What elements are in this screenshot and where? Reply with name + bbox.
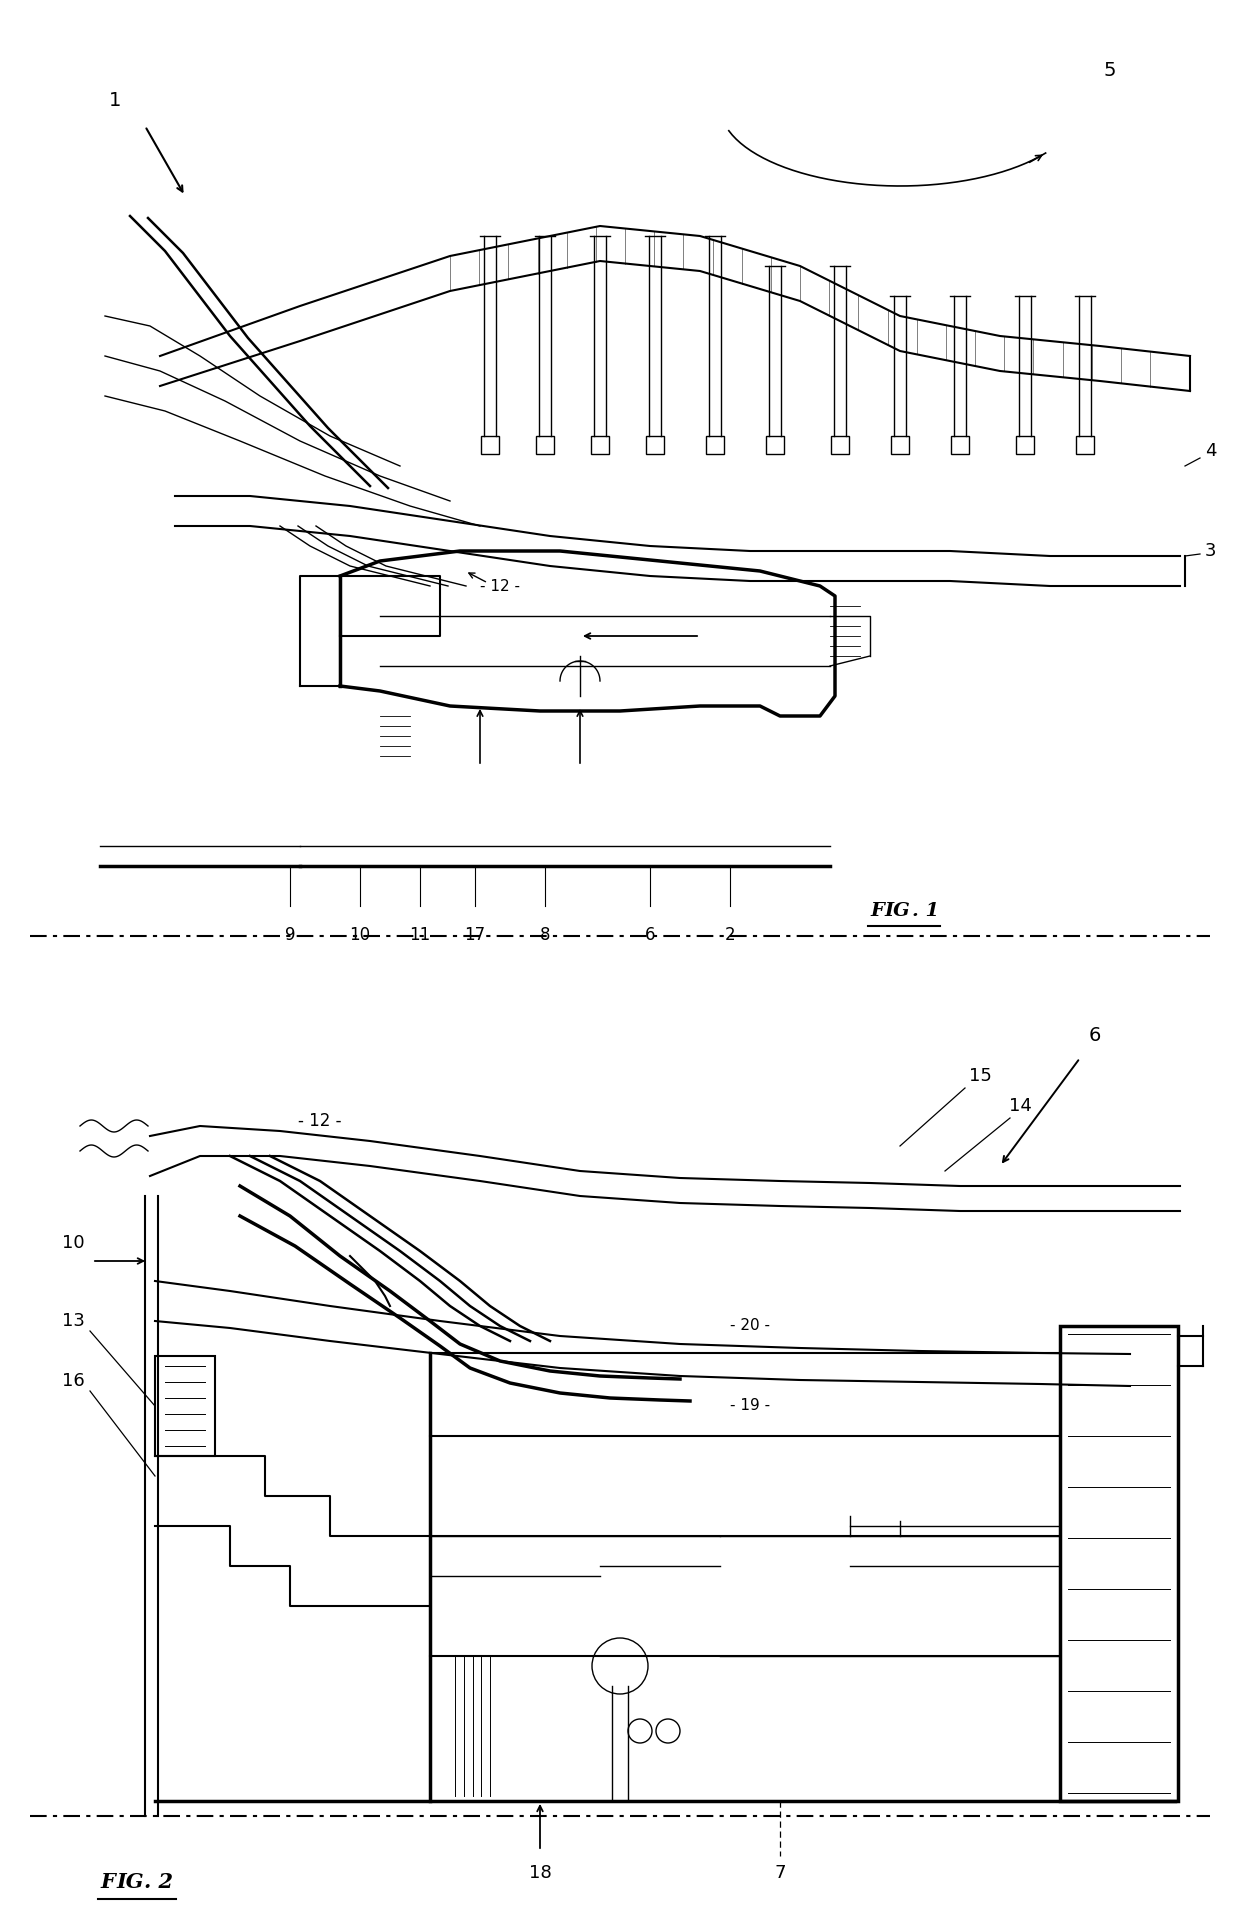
Text: 11: 11 [409, 925, 430, 945]
Text: 14: 14 [1008, 1098, 1032, 1115]
Text: 10: 10 [62, 1234, 84, 1251]
Text: 18: 18 [528, 1864, 552, 1882]
Text: 16: 16 [62, 1372, 84, 1389]
Bar [536, 437, 554, 454]
Bar [1016, 437, 1034, 454]
Text: F: F [870, 902, 884, 920]
Text: - 20 -: - 20 - [730, 1318, 770, 1334]
Text: 9: 9 [285, 925, 295, 945]
Text: 13: 13 [62, 1312, 84, 1330]
Text: 10: 10 [350, 925, 371, 945]
Bar [831, 437, 849, 454]
Bar [951, 437, 968, 454]
Text: 6: 6 [1089, 1025, 1101, 1044]
Text: 5: 5 [1104, 61, 1116, 80]
Bar [155, 1357, 215, 1456]
Text: 2: 2 [724, 925, 735, 945]
Text: F: F [100, 1872, 115, 1891]
Bar [481, 437, 498, 454]
Text: IG: IG [117, 1872, 144, 1891]
Bar [646, 437, 663, 454]
Text: 17: 17 [465, 925, 486, 945]
Bar [706, 437, 724, 454]
Text: . 2: . 2 [144, 1872, 174, 1891]
Bar [1076, 437, 1094, 454]
Text: IG: IG [884, 902, 910, 920]
Text: - 19 -: - 19 - [730, 1399, 770, 1414]
Text: . 1: . 1 [911, 902, 939, 920]
Text: - 12 -: - 12 - [480, 579, 520, 594]
Text: 8: 8 [539, 925, 551, 945]
Text: 6: 6 [645, 925, 655, 945]
Bar [591, 437, 609, 454]
Bar [1060, 1326, 1178, 1801]
Text: 3: 3 [1205, 542, 1216, 559]
Text: 15: 15 [968, 1067, 992, 1084]
Bar [766, 437, 784, 454]
Text: 4: 4 [1205, 443, 1216, 460]
Text: 7: 7 [774, 1864, 786, 1882]
Bar [892, 437, 909, 454]
Text: - 12 -: - 12 - [299, 1111, 342, 1130]
Text: 1: 1 [109, 90, 122, 109]
